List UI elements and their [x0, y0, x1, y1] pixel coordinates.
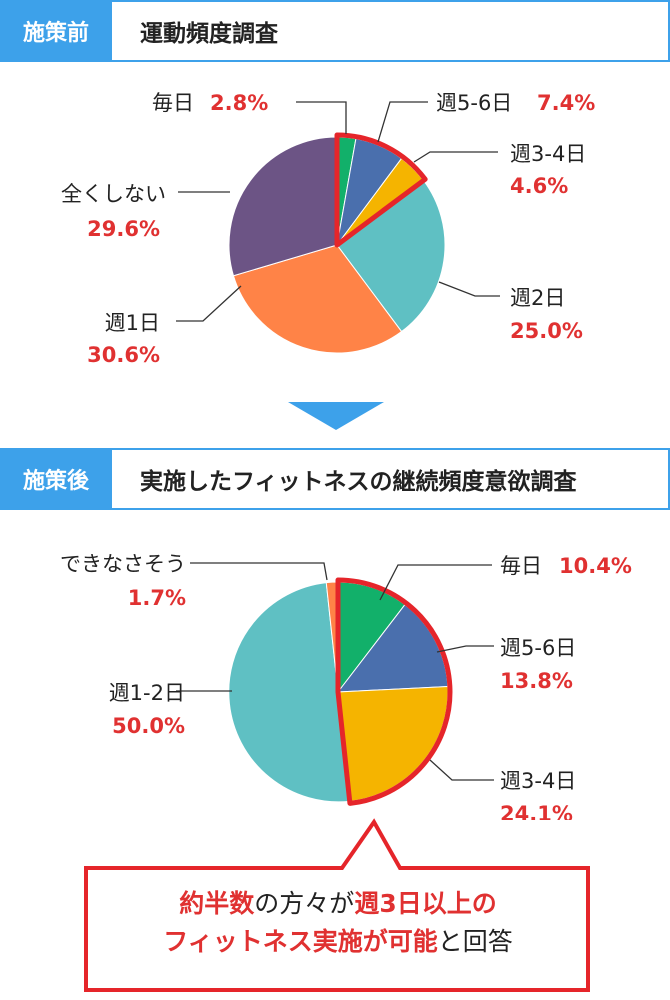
after-pie-chart: 毎日 10.4% 週5-6日 13.8% 週3-4日 24.1% 週1-2日 5… — [60, 552, 632, 820]
callout-answer: と回答 — [437, 927, 513, 956]
before-pct-5-6: 7.4% — [537, 91, 595, 115]
after-highlight-outline — [335, 577, 453, 806]
after-pct-1-2: 50.0% — [112, 714, 185, 738]
before-pct-2: 25.0% — [510, 319, 583, 343]
after-label-1-2: 週1-2日 — [109, 681, 185, 705]
after-pct-daily: 10.4% — [559, 554, 632, 578]
leader-before-1 — [176, 285, 242, 322]
before-header: 施策前 運動頻度調査 — [0, 0, 670, 62]
before-slice-4 — [232, 244, 403, 354]
after-slice-2 — [337, 685, 449, 802]
after-title: 実施したフィットネスの継続頻度意欲調査 — [140, 469, 577, 495]
before-pct-none: 29.6% — [87, 217, 160, 241]
before-pct-1: 30.6% — [87, 343, 160, 367]
before-slice-3 — [336, 179, 446, 333]
before-label-2: 週2日 — [510, 286, 565, 310]
before-label-none: 全くしない — [61, 182, 166, 206]
leader-after-3-4 — [429, 759, 494, 781]
after-header: 施策後 実施したフィットネスの継続頻度意欲調査 — [0, 448, 670, 510]
before-pie-chart: 毎日 2.8% 週5-6日 7.4% 週3-4日 4.6% 週2日 25.0% … — [61, 91, 595, 367]
before-pct-daily: 2.8% — [210, 91, 268, 115]
before-pie-slices — [228, 136, 446, 354]
leader-after-5-6 — [436, 645, 494, 653]
down-arrow-icon — [288, 402, 384, 430]
before-slice-5 — [228, 136, 338, 277]
after-label-3-4: 週3-4日 — [500, 769, 576, 793]
leader-before-2 — [438, 281, 500, 297]
before-highlight-outline — [334, 132, 428, 248]
before-label-1: 週1日 — [105, 311, 160, 335]
after-label-daily: 毎日 — [500, 554, 542, 578]
leader-before-5-6 — [377, 101, 428, 143]
after-pct-5-6: 13.8% — [500, 669, 573, 693]
callout-three-days: 週3日以上の — [354, 889, 497, 918]
callout-line-2: フィットネス実施が可能と回答 — [88, 923, 588, 961]
leader-before-3-4 — [413, 151, 498, 163]
callout-outline — [84, 818, 590, 992]
after-pie-slices — [228, 581, 449, 803]
after-label-5-6: 週5-6日 — [500, 636, 576, 660]
before-pct-3-4: 4.6% — [510, 174, 568, 198]
callout-text: 約半数の方々が週3日以上の フィットネス実施が可能と回答 — [88, 885, 588, 961]
before-label-3-4: 週3-4日 — [510, 142, 586, 166]
leader-before-daily — [296, 101, 347, 134]
callout-fitness: フィットネス実施が可能 — [163, 927, 438, 956]
callout-line-1: 約半数の方々が週3日以上の — [88, 885, 588, 923]
callout-half: 約半数 — [179, 889, 255, 918]
leader-after-cant — [190, 562, 328, 581]
callout-people: の方々が — [254, 889, 355, 918]
after-tag: 施策後 — [0, 448, 112, 510]
before-tag: 施策前 — [0, 0, 112, 62]
after-label-cant: できなさそう — [60, 552, 186, 576]
after-pct-cant: 1.7% — [128, 586, 186, 610]
leader-after-daily — [379, 564, 492, 601]
callout-box — [84, 818, 590, 992]
before-label-daily: 毎日 — [152, 91, 194, 115]
before-title: 運動頻度調査 — [140, 21, 278, 47]
before-label-5-6: 週5-6日 — [436, 91, 512, 115]
after-slice-3 — [228, 582, 351, 803]
after-pct-3-4: 24.1% — [500, 802, 573, 820]
